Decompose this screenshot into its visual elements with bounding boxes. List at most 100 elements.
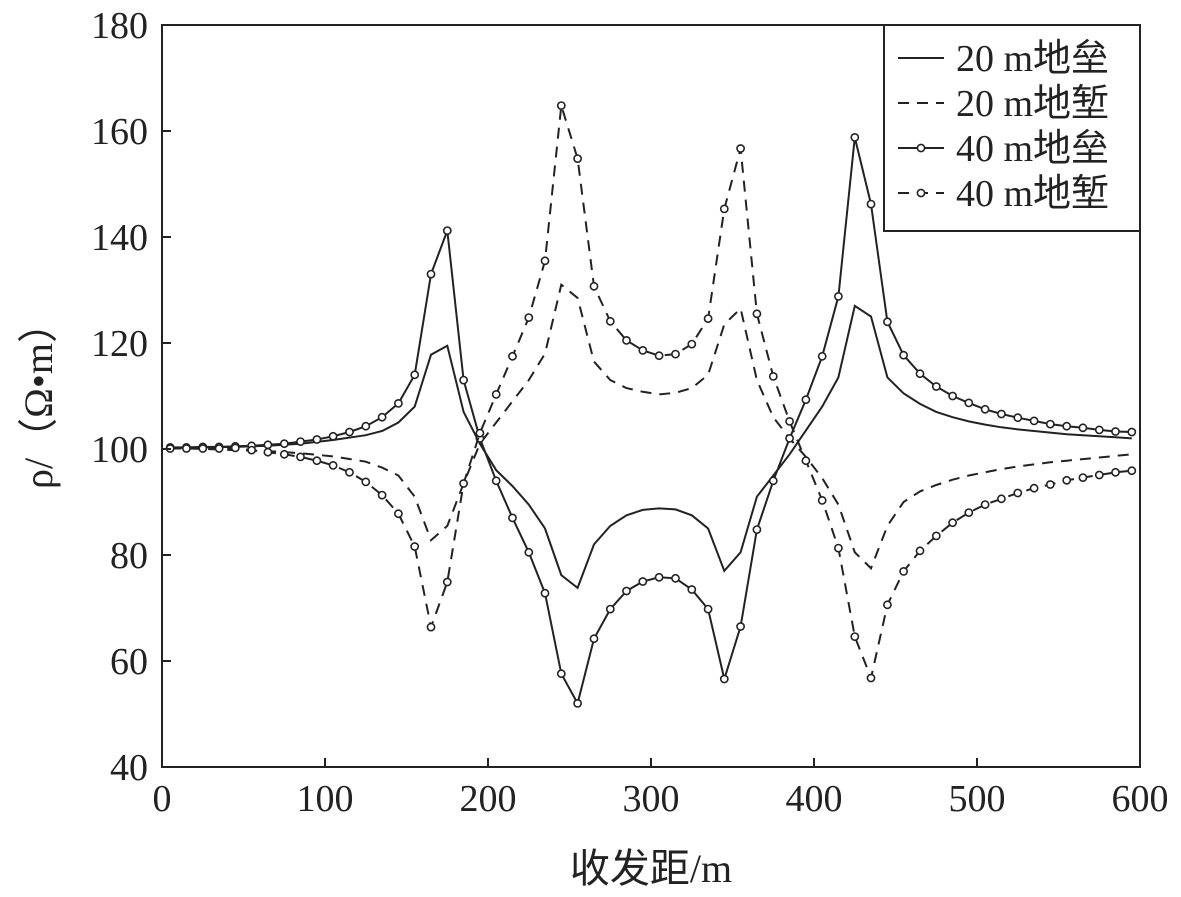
legend-label: 40 m地堑 — [956, 173, 1109, 215]
series-4-point — [1111, 467, 1120, 477]
series-line-2 — [170, 282, 1132, 571]
series-4-point — [181, 444, 191, 453]
series-4-point — [1078, 473, 1088, 482]
x-tick-label: 500 — [949, 778, 1006, 820]
series-4-point — [883, 600, 892, 610]
series-4-point — [801, 456, 811, 466]
y-tick-label: 140 — [91, 217, 148, 259]
series-3-point — [263, 440, 273, 450]
series-3-point — [866, 199, 876, 209]
series-3-point — [997, 409, 1006, 419]
y-tick-label: 160 — [91, 111, 148, 153]
series-3-point — [296, 437, 305, 446]
series-4-point — [997, 494, 1006, 504]
series-4-point — [361, 477, 371, 487]
series-3-point — [719, 674, 729, 684]
series-4-point — [214, 444, 224, 453]
series-4-point — [768, 371, 778, 381]
series-3-point — [328, 431, 338, 441]
series-3-point — [948, 391, 957, 401]
series-3-point — [1078, 423, 1088, 433]
series-4-point — [915, 546, 925, 556]
series-4-point — [964, 508, 974, 517]
series-3-point — [931, 382, 941, 391]
series-3-point — [361, 421, 371, 431]
series-3-point — [883, 317, 892, 327]
series-3-point — [915, 369, 925, 379]
series-3-point — [442, 226, 452, 235]
y-tick-label: 40 — [110, 747, 148, 789]
y-tick-label: 180 — [91, 5, 148, 47]
series-4-point — [1045, 480, 1055, 489]
x-tick-label: 300 — [623, 778, 680, 820]
series-4-point — [524, 313, 534, 322]
series-3-point — [980, 404, 990, 414]
series-4-point — [1094, 470, 1104, 480]
series-3-point — [622, 586, 631, 596]
series-4-point — [263, 447, 273, 457]
series-4-point — [948, 518, 957, 528]
series-4-point — [230, 443, 240, 453]
series-3-point — [752, 525, 762, 534]
series-4-point — [247, 445, 256, 455]
legend-label: 20 m地垒 — [956, 38, 1109, 80]
series-4-point — [638, 345, 648, 355]
series-3-point — [801, 395, 811, 405]
series-3-point — [1013, 413, 1023, 423]
series-4-point — [671, 349, 680, 359]
x-tick-label: 200 — [460, 778, 517, 820]
series-4-point — [491, 389, 501, 399]
series-3-point — [459, 375, 468, 385]
series-4-point — [719, 204, 729, 214]
series-4-point — [296, 452, 305, 462]
series-layer — [165, 101, 1137, 708]
series-4-point — [442, 577, 452, 587]
series-3-point — [491, 476, 501, 486]
series-4-point — [1062, 475, 1072, 485]
series-3-point — [279, 439, 289, 449]
y-tick-label: 60 — [110, 641, 148, 683]
series-3-point — [524, 547, 534, 557]
series-3-point — [703, 604, 713, 614]
x-axis-title: 收发距/m — [570, 846, 732, 891]
series-4-point — [931, 531, 941, 541]
x-tick-label: 100 — [297, 778, 354, 820]
y-axis-title: ρ/（Ω•m） — [16, 303, 61, 489]
series-4-point — [1013, 488, 1023, 498]
series-3-point — [687, 585, 697, 594]
x-tick-label: 400 — [786, 778, 843, 820]
series-4-point — [752, 309, 762, 319]
series-4-point — [622, 335, 631, 345]
y-tick-label: 80 — [110, 535, 148, 577]
series-3-point — [736, 622, 745, 631]
series-3-point — [312, 435, 322, 444]
series-3-point — [638, 577, 648, 586]
series-3-point — [377, 412, 387, 422]
series-4-point — [703, 314, 713, 323]
series-4-point — [312, 456, 322, 466]
series-4-point — [736, 144, 745, 153]
series-3-point — [573, 699, 582, 708]
x-axis: 0 100 200 300 400 500 600 — [153, 758, 1169, 820]
series-4-point — [426, 622, 436, 632]
series-4-point — [279, 449, 289, 459]
series-3-point — [850, 132, 860, 142]
series-4-point — [328, 460, 338, 470]
series-4-point — [475, 428, 485, 438]
series-3-point — [1062, 421, 1072, 431]
series-4-point — [687, 339, 697, 349]
series-4-point — [899, 567, 908, 576]
series-3-point — [556, 669, 566, 679]
series-4-point — [834, 543, 843, 553]
legend-marker — [916, 188, 926, 198]
legend-box — [883, 24, 1141, 232]
series-3-point — [426, 269, 436, 279]
series-3-point — [899, 350, 908, 360]
x-tick-label: 0 — [153, 778, 172, 820]
series-4-point — [540, 256, 550, 266]
series-4-point — [785, 416, 794, 426]
x-tick-label: 600 — [1112, 778, 1169, 820]
series-3-point — [671, 573, 680, 583]
y-tick-label: 120 — [91, 323, 148, 365]
series-4-point — [654, 351, 664, 361]
